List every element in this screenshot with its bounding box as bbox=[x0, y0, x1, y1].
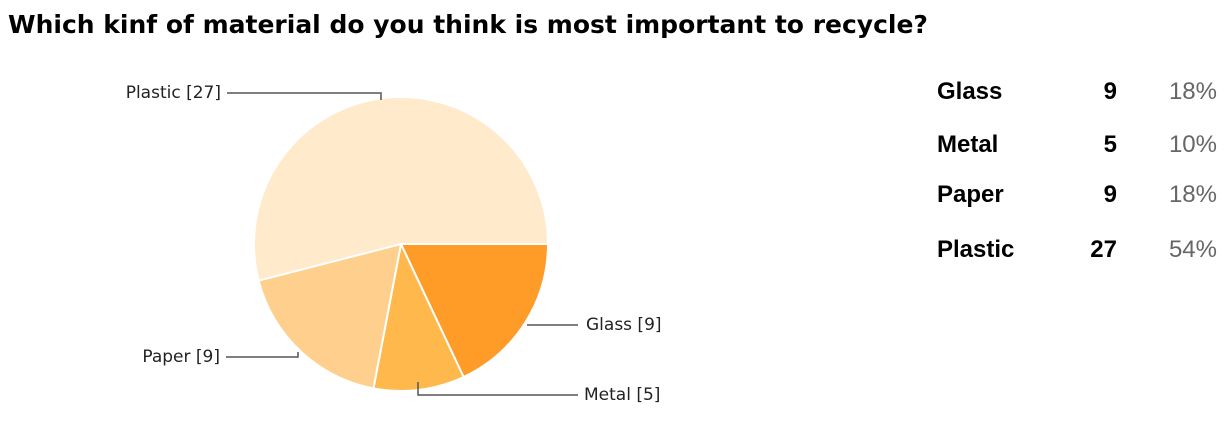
slice-label-plastic: Plastic [27] bbox=[126, 83, 221, 103]
pie-slices bbox=[254, 97, 548, 391]
slice-label-metal: Metal [5] bbox=[584, 385, 660, 405]
slice-label-paper: Paper [9] bbox=[142, 347, 220, 367]
slice-label-glass: Glass [9] bbox=[586, 315, 662, 335]
leader-line-plastic bbox=[227, 93, 381, 100]
leader-line-paper bbox=[226, 352, 298, 357]
